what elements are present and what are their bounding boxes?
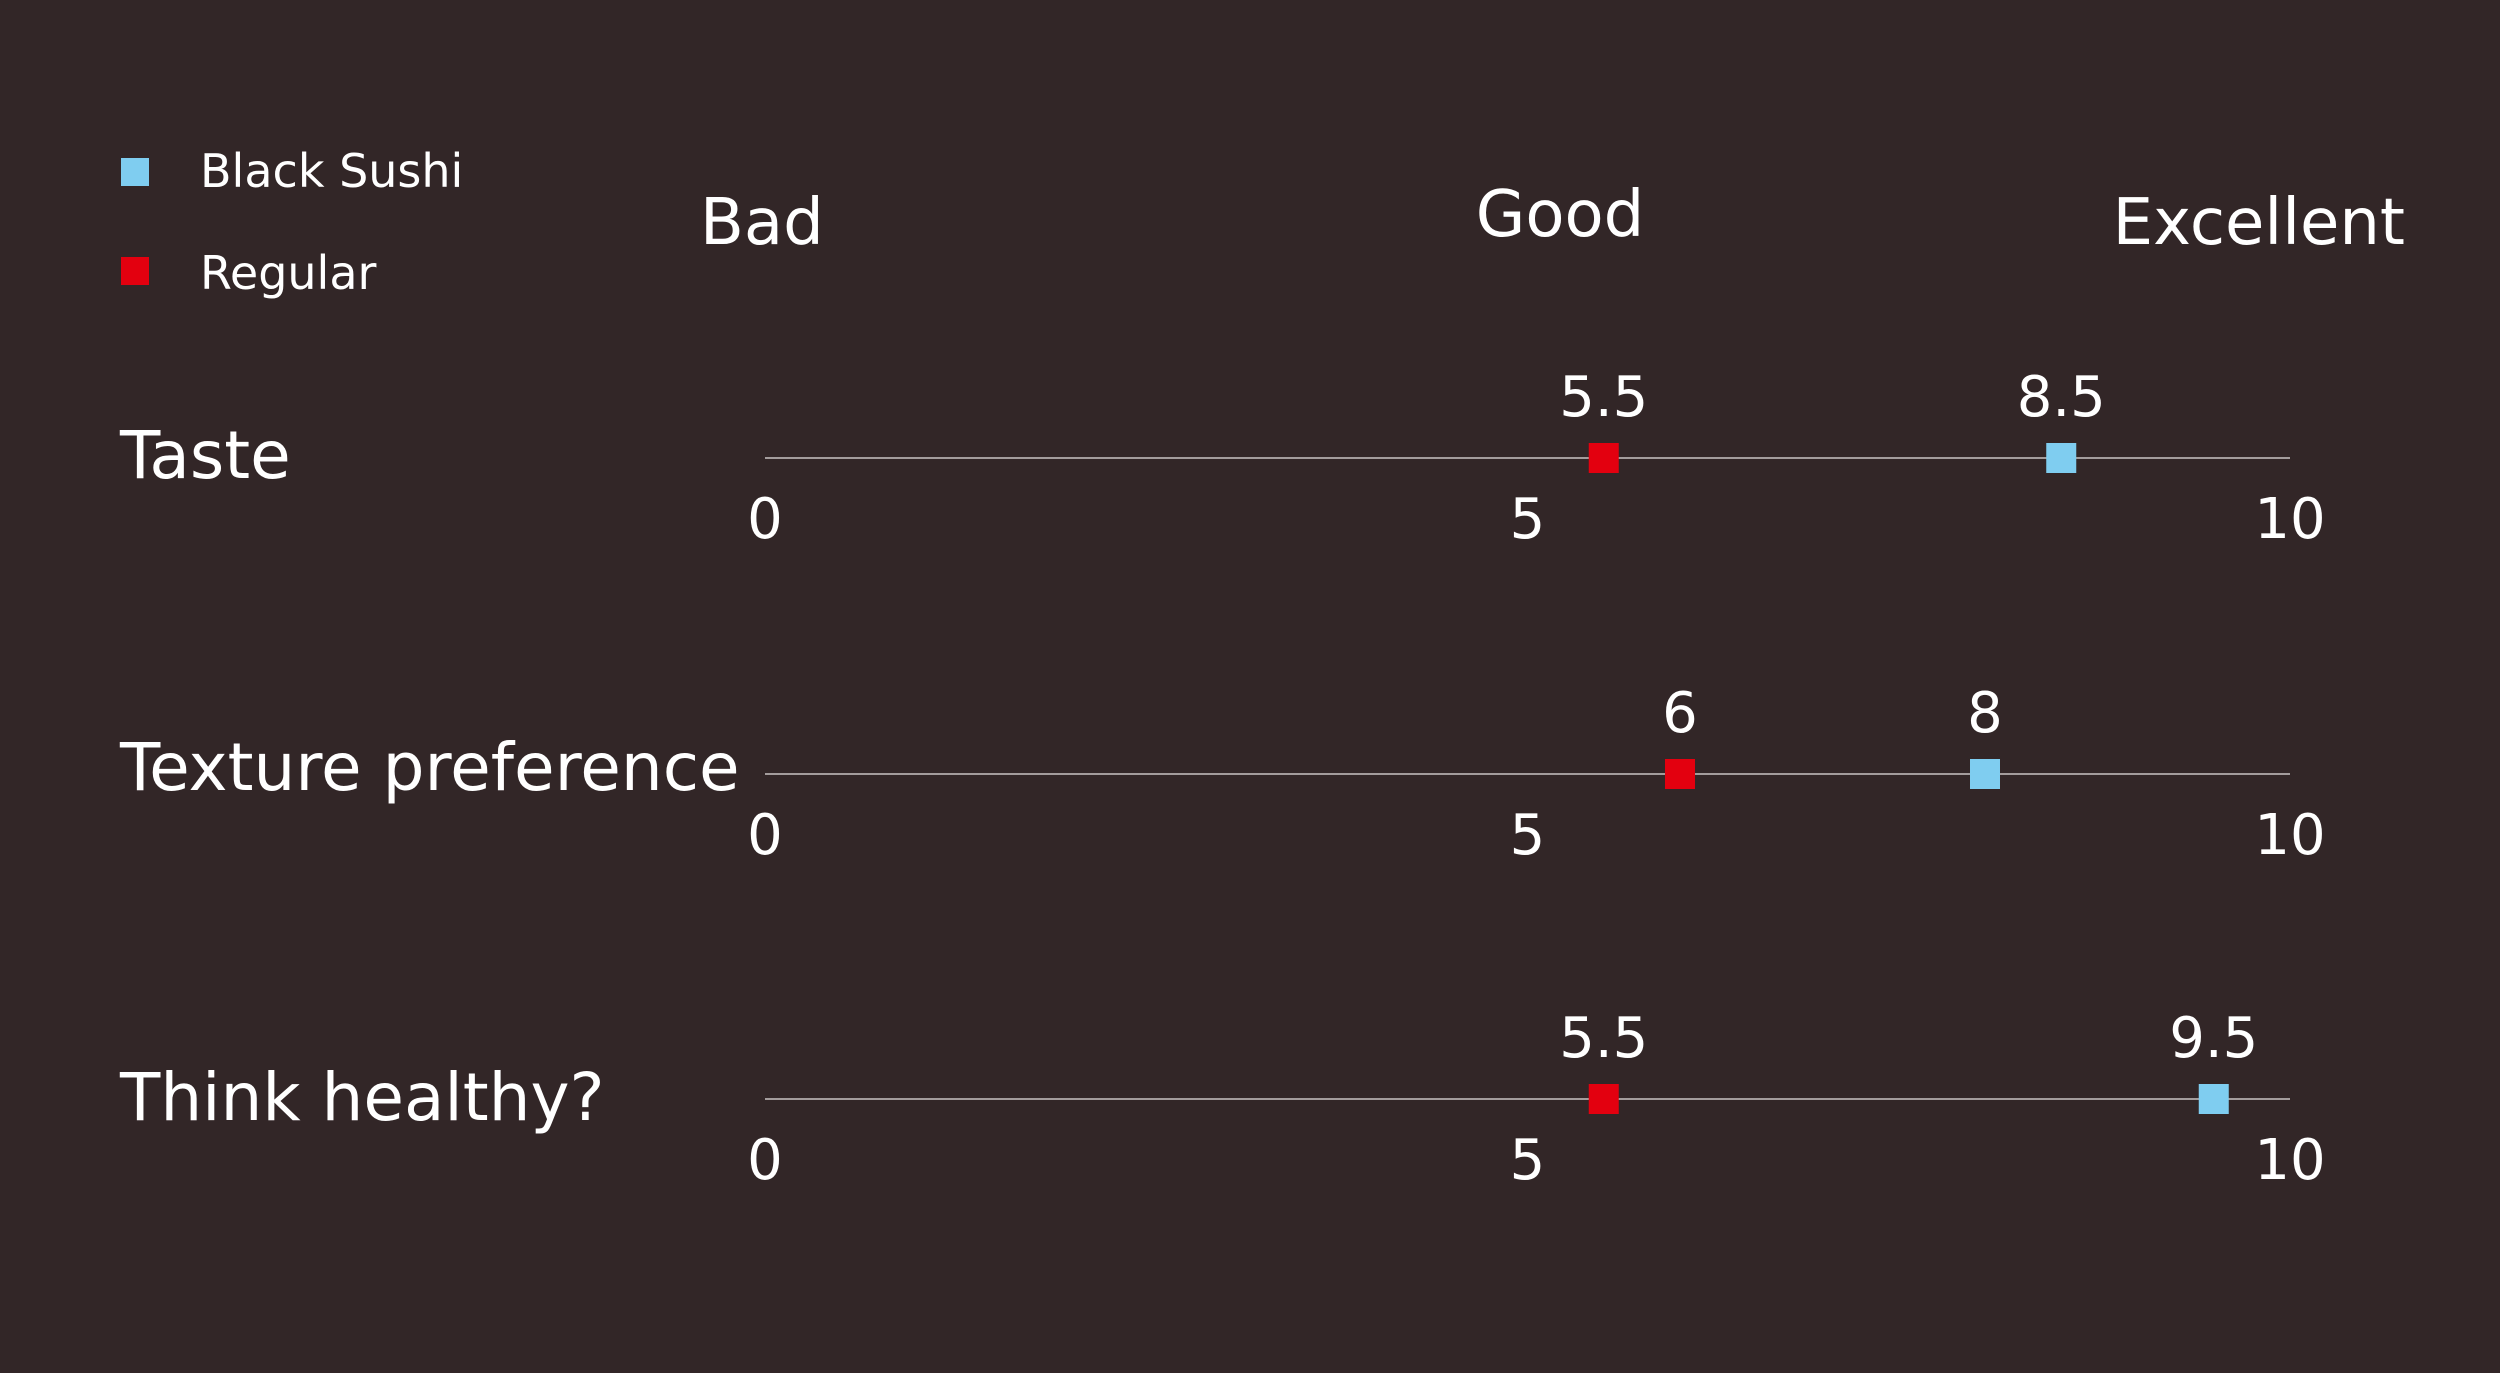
scale-label-excellent: Excellent <box>2113 186 2405 260</box>
chart-row-3: 0 5 10 9.5 5.5 <box>747 1006 2325 1193</box>
data-point-black-sushi <box>1970 759 2000 789</box>
tick-label: 5 <box>1510 1128 1546 1193</box>
legend-swatch-black-sushi <box>121 158 149 186</box>
legend-label-black-sushi: Black Sushi <box>200 144 463 198</box>
tick-label: 10 <box>2254 487 2325 552</box>
scale-label-bad: Bad <box>700 186 824 260</box>
data-label-black-sushi: 9.5 <box>2169 1006 2258 1071</box>
tick-label: 0 <box>747 803 783 868</box>
tick-label: 10 <box>2254 803 2325 868</box>
row-label-texture: Texture preference <box>119 729 740 806</box>
data-label-regular: 5.5 <box>1559 365 1648 430</box>
tick-label: 0 <box>747 487 783 552</box>
legend: Black Sushi Regular <box>121 144 463 300</box>
data-label-black-sushi: 8.5 <box>2017 365 2106 430</box>
scale-header: Bad Good Excellent <box>700 178 2405 260</box>
scale-label-good: Good <box>1476 178 1645 252</box>
data-label-black-sushi: 8 <box>1967 681 2003 746</box>
legend-swatch-regular <box>121 257 149 285</box>
data-point-regular <box>1665 759 1695 789</box>
rows-layer: 0 5 10 8.5 5.5 0 5 10 8 6 0 5 10 9.5 5.5 <box>747 365 2325 1193</box>
tick-label: 10 <box>2254 1128 2325 1193</box>
data-point-regular <box>1588 1084 1619 1114</box>
row-label-taste: Taste <box>119 417 291 494</box>
tick-label: 0 <box>747 1128 783 1193</box>
legend-label-regular: Regular <box>200 246 377 300</box>
data-point-black-sushi <box>2046 443 2077 473</box>
data-label-regular: 6 <box>1662 681 1698 746</box>
data-label-regular: 5.5 <box>1559 1006 1648 1071</box>
data-point-black-sushi <box>2198 1084 2229 1114</box>
chart-row-1: 0 5 10 8.5 5.5 <box>747 365 2325 552</box>
data-point-regular <box>1588 443 1619 473</box>
tick-label: 5 <box>1510 487 1546 552</box>
chart-row-2: 0 5 10 8 6 <box>747 681 2325 868</box>
tick-label: 5 <box>1510 803 1546 868</box>
row-label-healthy: Think healthy? <box>119 1059 605 1136</box>
